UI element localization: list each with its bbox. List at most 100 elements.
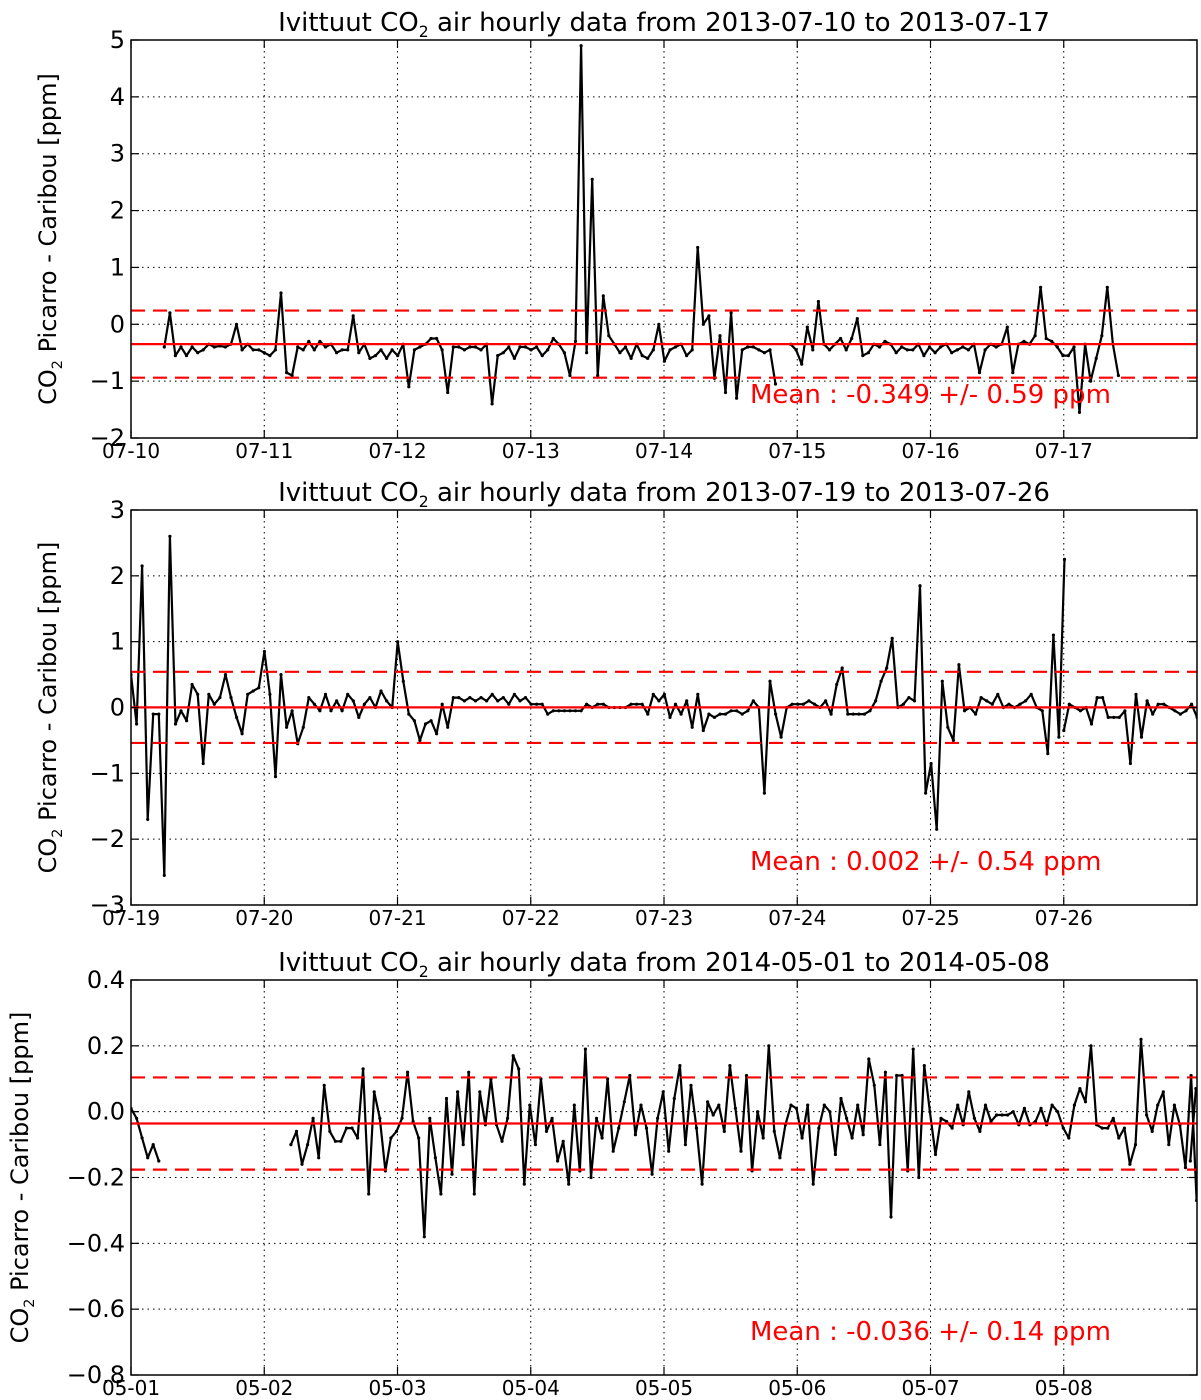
data-point [1167,1143,1171,1147]
data-point [346,348,350,352]
data-point [911,348,915,352]
data-point [746,345,750,349]
data-point [596,373,600,378]
data-point [512,356,517,360]
data-point [761,1136,765,1140]
data-point [340,709,344,713]
data-point [877,345,882,349]
data-point [839,1096,843,1101]
data-point [457,345,461,349]
data-point [794,348,798,352]
data-point [646,356,650,360]
data-point [816,299,821,304]
data-point [883,339,887,343]
data-point [594,1116,599,1120]
data-point [234,322,239,326]
data-point [1066,354,1070,358]
data-point [157,1159,161,1163]
data-point [718,334,722,338]
data-point [846,712,850,716]
data-point [607,334,611,338]
data-point [646,712,650,716]
x-tick-label: 05-04 [502,1376,560,1400]
data-point [733,1106,738,1110]
data-point [967,1090,971,1094]
data-point [417,1136,421,1140]
data-point [573,339,578,343]
data-point [735,709,739,713]
data-point [983,348,987,352]
data-point [857,712,861,716]
data-point [656,1116,660,1120]
data-point [623,345,628,349]
series-line-1 [131,535,1066,877]
data-point [994,345,998,349]
y-tick-label: 1 [110,628,125,656]
data-point [933,1152,938,1157]
y-tick-label: 3 [110,140,125,168]
x-tick-label: 05-06 [768,1376,826,1400]
data-point [529,348,533,352]
data-point [1089,722,1094,726]
data-point [389,1136,393,1140]
chart-panel-1: 07-10 07-11 07-12 07-13 07-14 07-15 07-16 07-17… [34,8,1198,463]
data-point [690,725,694,729]
data-point [572,1103,576,1107]
data-point [1151,712,1155,716]
data-point [273,775,278,779]
y-tick-label: 0.0 [87,1098,125,1126]
data-point [1100,1126,1104,1130]
y-tick-label: −3 [90,891,125,919]
data-point [890,636,894,641]
data-point [235,715,239,720]
data-point [396,640,400,644]
x-tick-label: 05-05 [635,1376,693,1400]
x-tick-label: 07-10 [102,439,160,463]
data-point [179,709,183,713]
data-point [794,1106,799,1110]
data-point [1156,702,1160,706]
x-tick-label: 07-19 [102,906,160,930]
data-point [379,348,383,352]
data-point [650,1172,654,1176]
data-point [294,1129,299,1133]
data-point [629,702,633,706]
data-point [518,699,522,703]
x-tick-label: 07-14 [635,439,693,463]
data-point [617,1126,621,1130]
data-point [396,354,400,358]
data-point [184,354,189,358]
data-point [340,348,344,352]
data-point [635,702,639,706]
y-tick-label: −1 [90,367,125,395]
data-point [1057,735,1061,739]
data-point [917,1175,921,1180]
data-point [668,715,672,720]
data-point [722,1129,726,1133]
data-point [767,1044,771,1048]
data-point [850,1136,854,1140]
data-point [412,348,416,352]
data-point [535,345,539,349]
y-tick-label: 0.4 [87,966,125,994]
data-point [540,702,544,706]
x-tick-label: 05-01 [102,1376,160,1400]
data-point [1050,1103,1054,1107]
data-point [1095,696,1099,700]
data-point [790,702,794,706]
data-point [162,345,166,349]
data-point [296,345,300,349]
data-point [318,339,322,343]
series-line-1 [163,44,777,405]
y-tick-label: −0.2 [67,1164,125,1192]
data-point [700,1182,704,1186]
data-point [529,702,533,706]
data-point [1123,709,1127,713]
data-point [640,702,644,706]
data-point [1161,1090,1165,1094]
data-point [1150,1129,1154,1133]
data-point [401,679,405,683]
chart-title: Ivittuut CO2 air hourly data from 2013-0… [278,8,1050,41]
data-point [307,339,311,343]
data-point [1046,752,1050,756]
